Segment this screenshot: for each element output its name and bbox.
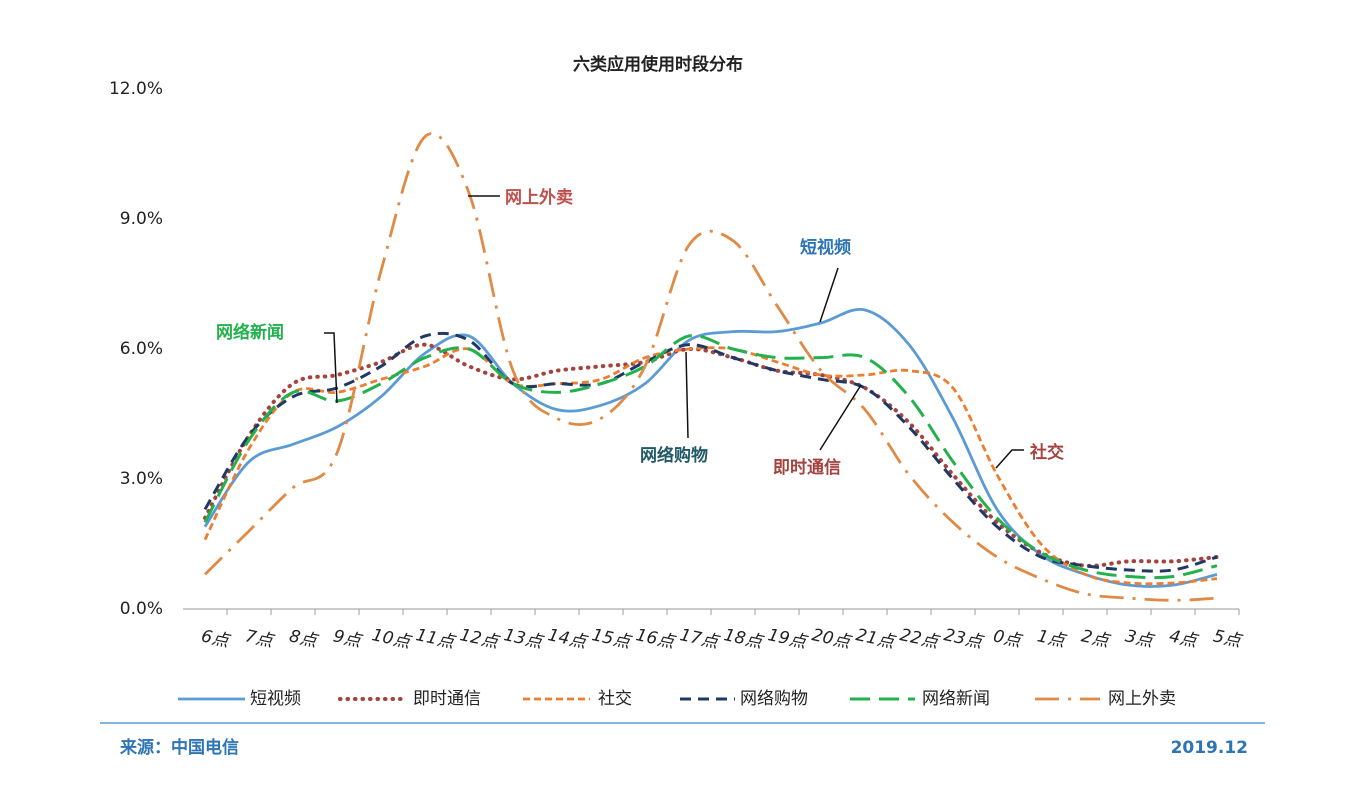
x-tick-label: 16点 bbox=[634, 625, 678, 653]
series-line bbox=[203, 331, 1218, 573]
x-tick-label: 6点 bbox=[199, 626, 232, 652]
y-tick-label: 0.0% bbox=[120, 599, 163, 619]
x-tick-label: 23点 bbox=[942, 625, 986, 653]
x-tick-label: 9点 bbox=[331, 626, 364, 652]
x-tick-label: 14点 bbox=[546, 625, 590, 653]
legend-label: 社交 bbox=[598, 689, 632, 709]
x-tick-label: 1点 bbox=[1035, 626, 1068, 652]
x-tick-label: 17点 bbox=[678, 625, 722, 653]
x-tick-label: 21点 bbox=[854, 625, 898, 653]
x-tick-label: 20点 bbox=[810, 625, 854, 653]
annotation: 即时通信 bbox=[773, 457, 841, 478]
y-tick-label: 9.0% bbox=[120, 209, 163, 229]
annotation-leader bbox=[324, 332, 338, 404]
legend-label: 即时通信 bbox=[413, 689, 481, 709]
x-tick-label: 11点 bbox=[414, 625, 458, 653]
y-tick-label: 12.0% bbox=[109, 79, 163, 99]
source: 来源：中国电信 bbox=[119, 737, 239, 758]
series-line bbox=[203, 346, 1218, 586]
annotation: 网络新闻 bbox=[216, 322, 284, 343]
series-line bbox=[203, 334, 1218, 580]
x-tick-label: 5点 bbox=[1211, 626, 1244, 652]
legend-label: 短视频 bbox=[250, 689, 301, 709]
x-tick-label: 3点 bbox=[1123, 626, 1156, 652]
annotation-leader bbox=[819, 267, 839, 323]
x-tick-label: 8点 bbox=[287, 626, 320, 652]
x-tick-label: 7点 bbox=[243, 626, 276, 652]
legend-label: 网络购物 bbox=[740, 689, 808, 709]
legend-label: 网络新闻 bbox=[922, 689, 990, 709]
x-tick-label: 22点 bbox=[898, 625, 942, 653]
series-line bbox=[203, 307, 1218, 588]
annotation: 网络购物 bbox=[640, 445, 708, 466]
x-tick-label: 15点 bbox=[590, 625, 634, 653]
legend-label: 网上外卖 bbox=[1108, 689, 1176, 709]
date: 2019.12 bbox=[1171, 738, 1248, 758]
x-tick-label: 18点 bbox=[722, 625, 766, 653]
annotation-leader bbox=[995, 449, 1024, 469]
annotation-leader bbox=[819, 384, 862, 451]
annotation: 社交 bbox=[1029, 442, 1064, 463]
x-tick-label: 13点 bbox=[502, 625, 546, 653]
x-tick-label: 4点 bbox=[1167, 626, 1200, 652]
series-line bbox=[204, 132, 1218, 602]
x-tick-label: 12点 bbox=[458, 625, 502, 653]
series-line bbox=[203, 342, 1219, 568]
x-tick-label: 19点 bbox=[766, 625, 810, 653]
annotation: 短视频 bbox=[800, 237, 851, 258]
x-tick-label: 10点 bbox=[370, 625, 414, 653]
chart-title: 六类应用使用时段分布 bbox=[573, 54, 743, 75]
x-tick-label: 2点 bbox=[1079, 626, 1112, 652]
annotation: 网上外卖 bbox=[505, 187, 573, 208]
y-tick-label: 3.0% bbox=[120, 469, 163, 489]
annotation-leader bbox=[685, 351, 689, 439]
x-tick-label: 0点 bbox=[991, 626, 1024, 652]
y-tick-label: 6.0% bbox=[120, 339, 163, 359]
